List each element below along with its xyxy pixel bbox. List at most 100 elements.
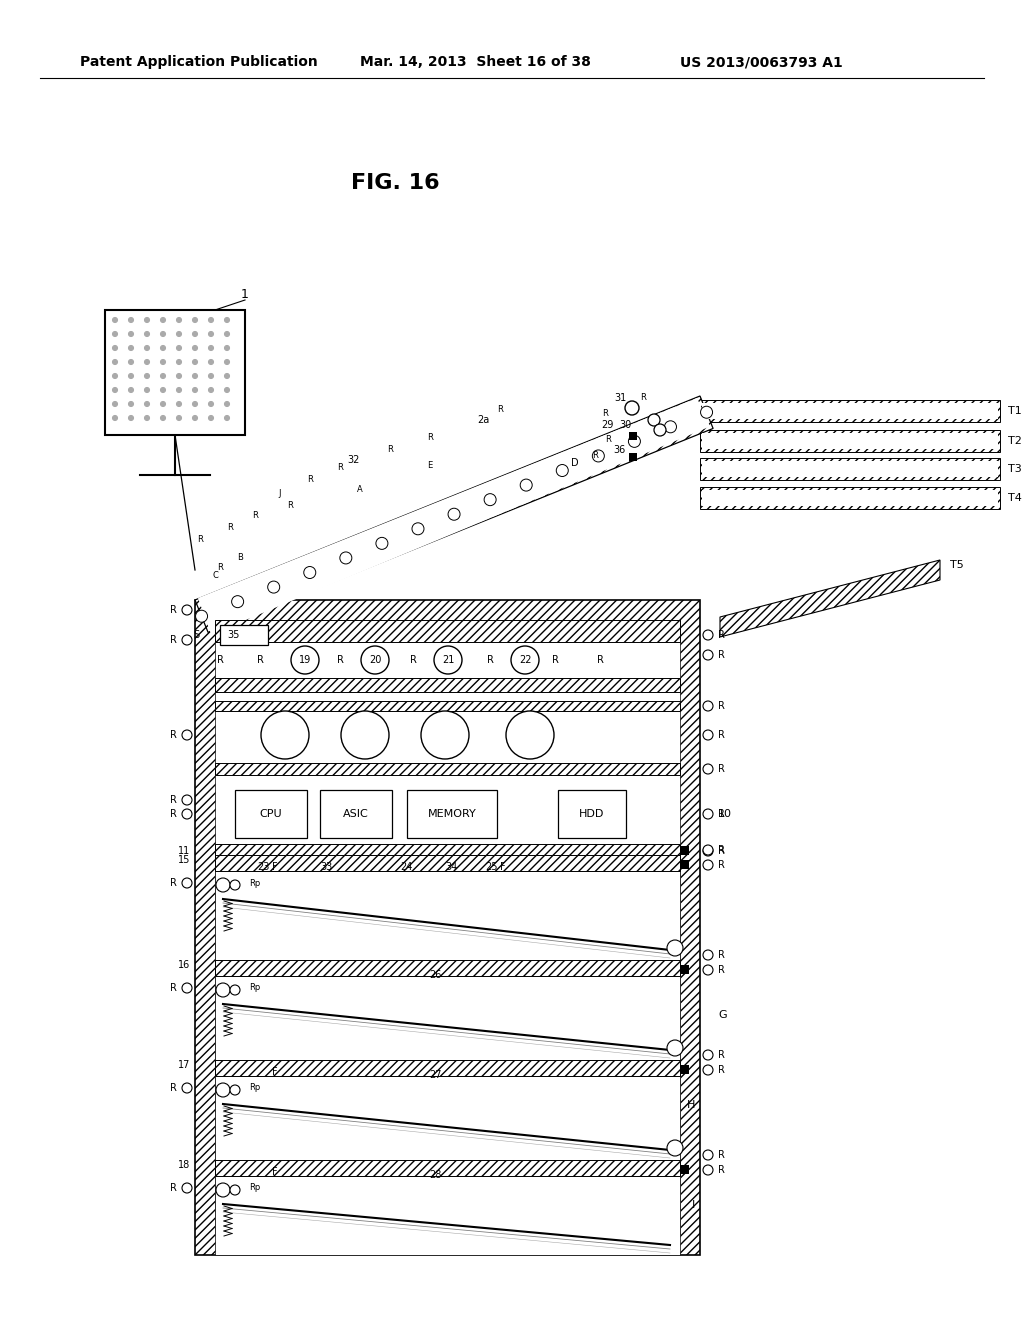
Circle shape xyxy=(341,711,389,759)
Circle shape xyxy=(193,374,198,379)
Text: R: R xyxy=(170,809,177,818)
Bar xyxy=(215,620,680,1236)
Text: R: R xyxy=(170,730,177,741)
Circle shape xyxy=(196,610,208,622)
Text: R: R xyxy=(170,635,177,645)
Circle shape xyxy=(209,416,213,421)
Bar xyxy=(105,310,245,436)
Circle shape xyxy=(230,1085,240,1096)
Circle shape xyxy=(703,965,713,975)
Circle shape xyxy=(592,450,604,462)
Text: H: H xyxy=(687,1100,695,1110)
Text: Rp: Rp xyxy=(249,879,260,887)
Bar xyxy=(215,1076,680,1160)
Circle shape xyxy=(304,566,315,578)
Text: 20: 20 xyxy=(369,655,381,665)
Bar xyxy=(234,789,307,838)
Circle shape xyxy=(703,701,713,711)
Circle shape xyxy=(113,388,118,392)
Circle shape xyxy=(703,1166,713,1175)
Circle shape xyxy=(176,416,181,421)
Text: R: R xyxy=(597,655,603,665)
Text: R: R xyxy=(718,846,725,855)
Circle shape xyxy=(193,401,198,407)
Text: 16: 16 xyxy=(178,960,190,970)
Text: Mar. 14, 2013  Sheet 16 of 38: Mar. 14, 2013 Sheet 16 of 38 xyxy=(360,55,591,69)
Circle shape xyxy=(144,416,150,421)
Polygon shape xyxy=(198,399,710,635)
Circle shape xyxy=(421,711,469,759)
Text: R: R xyxy=(718,1150,725,1160)
Text: T3: T3 xyxy=(1008,465,1022,474)
Text: 19: 19 xyxy=(299,655,311,665)
Text: Rp: Rp xyxy=(249,1084,260,1093)
Circle shape xyxy=(230,880,240,890)
Text: R: R xyxy=(197,536,203,544)
Text: 35: 35 xyxy=(226,630,240,640)
Circle shape xyxy=(128,359,133,364)
Text: R: R xyxy=(170,1183,177,1193)
Circle shape xyxy=(703,861,713,870)
Bar xyxy=(215,871,680,960)
Bar xyxy=(215,701,680,711)
Text: 22: 22 xyxy=(519,655,531,665)
Text: 24: 24 xyxy=(400,862,413,873)
Circle shape xyxy=(113,359,118,364)
Polygon shape xyxy=(720,560,940,638)
Bar xyxy=(558,789,626,838)
Text: R: R xyxy=(718,809,725,818)
Circle shape xyxy=(449,508,460,520)
Circle shape xyxy=(161,401,166,407)
Bar xyxy=(680,861,689,869)
Circle shape xyxy=(193,346,198,351)
Text: R: R xyxy=(387,446,393,454)
Circle shape xyxy=(176,401,181,407)
Bar xyxy=(680,1166,689,1173)
Text: R: R xyxy=(602,408,608,417)
Circle shape xyxy=(376,537,388,549)
Circle shape xyxy=(182,1183,193,1193)
Text: R: R xyxy=(170,983,177,993)
Text: 34: 34 xyxy=(445,862,458,873)
Bar xyxy=(215,975,680,1060)
Polygon shape xyxy=(702,433,998,449)
Text: R: R xyxy=(216,655,223,665)
Circle shape xyxy=(703,809,713,818)
Text: 25: 25 xyxy=(485,862,498,873)
Circle shape xyxy=(144,346,150,351)
Circle shape xyxy=(230,1185,240,1195)
Circle shape xyxy=(267,581,280,593)
Text: R: R xyxy=(170,795,177,805)
Circle shape xyxy=(224,359,229,364)
Circle shape xyxy=(340,552,352,564)
Bar xyxy=(215,960,680,975)
Text: 31: 31 xyxy=(613,393,626,403)
Text: R: R xyxy=(640,393,646,403)
Circle shape xyxy=(209,331,213,337)
Circle shape xyxy=(128,374,133,379)
Circle shape xyxy=(113,416,118,421)
Bar xyxy=(680,1065,689,1074)
Circle shape xyxy=(182,605,193,615)
Bar xyxy=(215,678,680,692)
Text: 30: 30 xyxy=(618,420,631,430)
Text: R: R xyxy=(170,605,177,615)
Circle shape xyxy=(291,645,319,675)
Circle shape xyxy=(224,388,229,392)
Text: US 2013/0063793 A1: US 2013/0063793 A1 xyxy=(680,55,843,69)
Circle shape xyxy=(209,374,213,379)
Circle shape xyxy=(506,711,554,759)
Text: F: F xyxy=(272,1167,278,1177)
Circle shape xyxy=(144,401,150,407)
Text: CPU: CPU xyxy=(260,809,283,818)
Text: T1: T1 xyxy=(1008,407,1022,416)
Text: R: R xyxy=(718,1166,725,1175)
Circle shape xyxy=(209,346,213,351)
Circle shape xyxy=(654,424,666,436)
Circle shape xyxy=(700,407,713,418)
Circle shape xyxy=(511,645,539,675)
Text: R: R xyxy=(718,764,725,774)
Text: MEMORY: MEMORY xyxy=(428,809,476,818)
Bar xyxy=(215,763,680,775)
Text: Rp: Rp xyxy=(249,1184,260,1192)
